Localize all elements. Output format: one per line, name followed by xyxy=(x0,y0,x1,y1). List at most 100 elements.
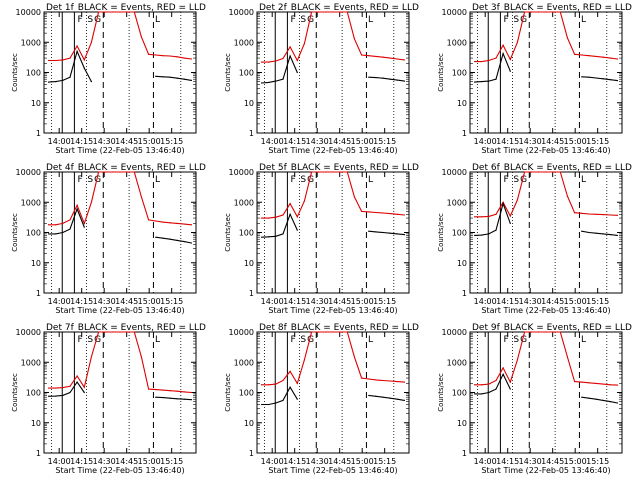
interval-marker-label: F xyxy=(77,175,82,185)
detector-panel-3: Det 3f BLACK = Events, RED = LLD 1 10 100 100… xyxy=(437,3,632,155)
events-series-black-point xyxy=(481,234,483,236)
lld-series-red-point xyxy=(282,214,284,216)
events-series-black-point xyxy=(62,231,64,234)
y-axis-label: Counts/sec xyxy=(437,53,445,92)
lld-series-red-point xyxy=(296,382,298,384)
lld-series-red-point xyxy=(602,56,604,58)
lld-series-red-point xyxy=(595,213,597,215)
events-series-black-point xyxy=(183,78,185,80)
events-series-black-point xyxy=(502,53,504,55)
x-tick-label: 14:15 xyxy=(70,137,93,146)
interval-marker-label: F xyxy=(290,335,295,345)
lld-series-red-point xyxy=(566,195,569,197)
lld-series-red-point xyxy=(538,331,540,333)
detector-panel-6: Det 6f BLACK = Events, RED = LLD 1 10 100 100… xyxy=(437,163,632,315)
lld-series-red-point xyxy=(538,11,540,13)
y-tick-label: 10000 xyxy=(16,328,41,337)
lld-series-red-point xyxy=(90,201,93,203)
panel-title: Det 3f BLACK = Events, RED = LLD xyxy=(472,3,632,13)
lld-series-red-point xyxy=(488,215,490,218)
lld-series-red-point xyxy=(268,61,270,63)
events-series-black-point xyxy=(176,77,178,79)
events-series-black xyxy=(48,381,192,401)
x-tick-label: 14:15 xyxy=(496,457,519,466)
x-tick-label: 14:00 xyxy=(474,297,497,306)
y-axis-label: Counts/sec xyxy=(437,373,445,412)
events-series-black-point xyxy=(382,77,384,79)
events-series-black-point xyxy=(296,398,298,400)
y-axis-label: Counts/sec xyxy=(224,373,232,412)
events-series-black-point xyxy=(382,396,384,398)
lld-series-red-point xyxy=(155,220,157,222)
panel-title: Det 6f BLACK = Events, RED = LLD xyxy=(472,163,632,173)
events-series-black-point xyxy=(190,399,193,401)
interval-marker-label: S xyxy=(87,335,93,345)
lld-series-red-point xyxy=(62,59,64,61)
y-tick-label: 1 xyxy=(249,449,254,458)
lld-series-red-point xyxy=(97,331,100,333)
x-axis-label: Start Time (22-Feb-05 13:46:40) xyxy=(481,466,610,475)
y-tick-label: 1000 xyxy=(234,198,254,207)
y-tick-label: 100 xyxy=(239,229,254,238)
y-tick-label: 10 xyxy=(31,419,41,428)
y-tick-label: 100 xyxy=(239,69,254,78)
y-axis-label: Counts/sec xyxy=(437,213,445,252)
lld-series-red-point xyxy=(495,57,497,59)
lld-series-red xyxy=(474,171,618,218)
events-series-black-point xyxy=(588,397,590,399)
y-tick-label: 1 xyxy=(249,129,254,138)
interval-marker-label: S xyxy=(300,175,306,185)
interval-marker-label: L xyxy=(581,15,586,25)
events-series-black-point xyxy=(488,80,490,82)
events-series-black-point xyxy=(268,81,270,84)
panel-title-det: Det 6f xyxy=(472,163,501,173)
lld-series-red-point xyxy=(595,55,597,58)
lld-series-red-point xyxy=(566,356,569,358)
lld-series-red-point xyxy=(360,377,363,379)
events-series-black-point xyxy=(502,203,504,205)
lld-series-red-point xyxy=(303,359,306,361)
lld-series-red-point xyxy=(368,211,370,213)
events-series-black-point xyxy=(190,242,193,244)
lld-series-red-point xyxy=(289,203,291,205)
lld-series-red-point xyxy=(83,386,85,388)
y-tick-label: 1000 xyxy=(21,198,41,207)
lld-series-red-point xyxy=(609,57,611,59)
plot-frame xyxy=(43,11,197,134)
x-tick-label: 15:00 xyxy=(564,297,587,306)
events-series-black-point xyxy=(169,238,171,240)
panel-title-legend: BLACK = Events, RED = LLD xyxy=(504,323,632,333)
y-tick-label: 1000 xyxy=(21,358,41,367)
y-tick-label: 1 xyxy=(462,449,467,458)
interval-marker-label: G xyxy=(94,175,101,185)
detector-panel-4: Det 4f BLACK = Events, RED = LLD 1 10 100 100… xyxy=(11,163,206,315)
lld-series-red-point xyxy=(76,204,78,206)
events-series-black-point xyxy=(581,230,583,232)
lld-series-red-point xyxy=(176,222,178,224)
events-series-black-point xyxy=(481,81,483,83)
x-tick-label: 15:00 xyxy=(138,137,161,146)
lld-series-red-point xyxy=(190,391,193,394)
lld-series-red-point xyxy=(495,213,497,215)
x-tick-label: 15:15 xyxy=(586,457,609,466)
events-series-black-point xyxy=(389,78,391,80)
detector-panel-7: Det 7f BLACK = Events, RED = LLD 1 10 100 100… xyxy=(11,323,206,475)
panel-title-det: Det 5f xyxy=(259,163,288,173)
y-axis-label: Counts/sec xyxy=(224,53,232,92)
panel-title-legend: BLACK = Events, RED = LLD xyxy=(504,3,632,13)
lld-series-red-point xyxy=(275,216,277,218)
x-tick-label: 14:30 xyxy=(93,297,116,306)
plot-frame xyxy=(469,171,623,294)
x-tick-label: 14:30 xyxy=(93,137,116,146)
lld-series-red xyxy=(474,331,618,386)
y-axis-label: Counts/sec xyxy=(224,213,232,252)
interval-marker-label: L xyxy=(581,175,586,185)
lld-series-red-point xyxy=(616,384,619,386)
events-series-black-point xyxy=(282,233,284,235)
lld-series-red-point xyxy=(183,223,185,225)
events-series-black xyxy=(48,207,192,244)
events-series-black-point xyxy=(162,396,164,399)
events-series-black-point xyxy=(268,403,270,406)
x-tick-label: 14:45 xyxy=(328,137,351,146)
interval-marker-label: G xyxy=(307,175,314,185)
